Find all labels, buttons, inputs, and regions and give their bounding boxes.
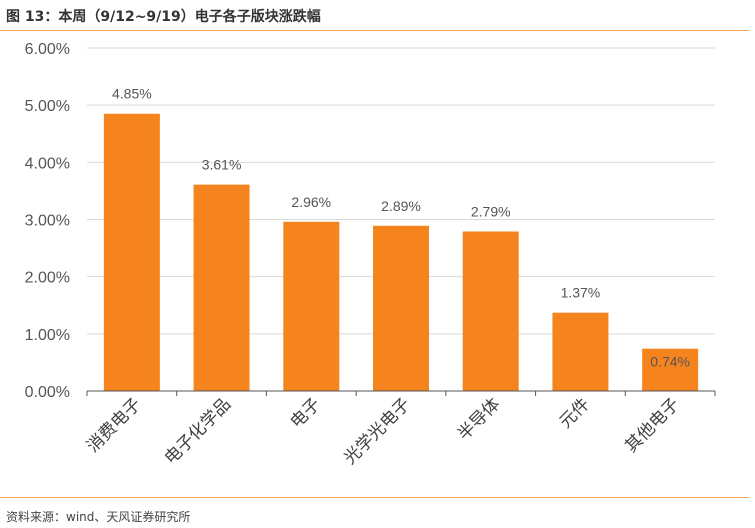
data-label: 2.79% (471, 204, 511, 220)
figure-title: 图 13：本周（9/12~9/19）电子各子版块涨跌幅 (6, 9, 321, 25)
bar (193, 184, 250, 391)
y-axis-ticks: 0.00% 1.00% 2.00% 3.00% 4.00% 5.00% 6.00% (25, 41, 70, 401)
y-tick-label: 3.00% (25, 213, 70, 230)
y-tick-label: 6.00% (25, 41, 70, 58)
y-tick-label: 1.00% (25, 327, 70, 344)
category-label: 电子 (287, 394, 325, 432)
x-axis-categories: 消费电子 电子化学品 电子 光学光电子 半导体 元件 其他电子 (83, 391, 716, 469)
data-label: 0.74% (650, 354, 690, 370)
bar (373, 225, 429, 391)
category-label: 元件 (556, 394, 594, 432)
data-label: 4.85% (112, 86, 152, 102)
bar (462, 231, 519, 391)
y-tick-label: 4.00% (25, 155, 70, 172)
data-labels: 4.85% 3.61% 2.96% 2.89% 2.79% 1.37% 0.74% (112, 86, 690, 370)
category-label: 其他电子 (621, 394, 683, 456)
bars (103, 113, 699, 391)
category-label: 消费电子 (83, 394, 145, 456)
category-label: 电子化学品 (161, 394, 235, 468)
bar (552, 312, 609, 391)
category-label: 光学光电子 (340, 394, 414, 468)
footer-divider (0, 497, 749, 498)
data-label: 2.96% (291, 194, 331, 210)
data-label: 3.61% (202, 157, 242, 173)
y-tick-label: 5.00% (25, 98, 70, 115)
y-tick-label: 2.00% (25, 270, 70, 287)
bar (642, 348, 699, 391)
data-label: 1.37% (561, 285, 601, 301)
title-divider (0, 30, 749, 31)
bar (103, 113, 160, 391)
source-note: 资料来源：wind、天风证券研究所 (6, 510, 191, 524)
y-tick-label: 0.00% (25, 384, 70, 401)
gridlines (87, 47, 715, 335)
bar-chart: 0.00% 1.00% 2.00% 3.00% 4.00% 5.00% 6.00% 4.85… (25, 41, 716, 469)
bar (283, 221, 340, 391)
category-label: 半导体 (454, 394, 504, 444)
data-label: 2.89% (381, 198, 421, 214)
